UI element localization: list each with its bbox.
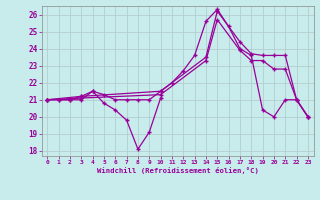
X-axis label: Windchill (Refroidissement éolien,°C): Windchill (Refroidissement éolien,°C) <box>97 167 259 174</box>
